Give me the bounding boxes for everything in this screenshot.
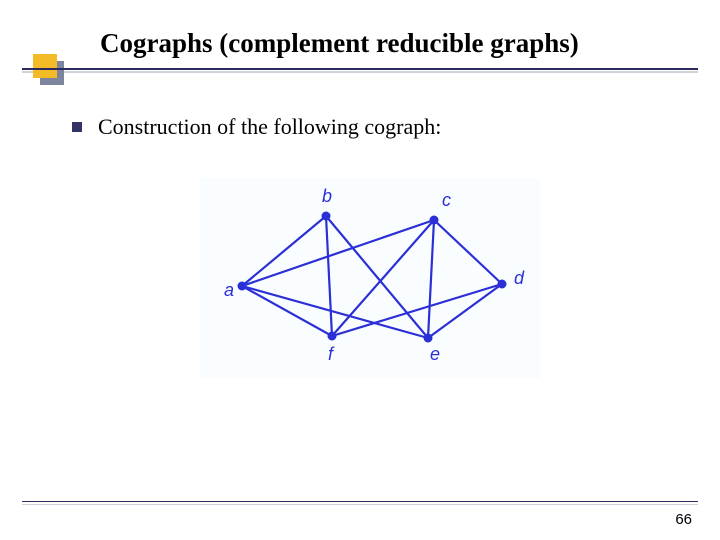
slide-title: Cographs (complement reducible graphs) [100, 28, 720, 59]
node-a [238, 282, 247, 291]
node-label-c: c [442, 190, 451, 210]
page-number: 66 [675, 511, 692, 528]
slide-title-bold: Cographs [100, 28, 213, 58]
node-label-a: a [224, 280, 234, 300]
node-label-e: e [430, 344, 440, 364]
node-b [322, 212, 331, 221]
bullet-text: Construction of the following cograph: [98, 114, 441, 140]
node-f [328, 332, 337, 341]
node-e [424, 334, 433, 343]
bullet-item: Construction of the following cograph: [72, 114, 680, 140]
header-rule-shadow [22, 71, 698, 73]
bullet-marker [72, 122, 82, 132]
footer-rule [22, 501, 698, 503]
accent-square [33, 54, 57, 78]
node-d [498, 280, 507, 289]
slide-title-rest: (complement reducible graphs) [213, 28, 579, 58]
node-label-b: b [322, 186, 332, 206]
node-label-d: d [514, 268, 525, 288]
node-c [430, 216, 439, 225]
header-rule [22, 68, 698, 70]
cograph-svg: abcdef [200, 178, 540, 378]
content-area: Construction of the following cograph: [72, 114, 680, 140]
footer-rule-shadow [22, 504, 698, 506]
cograph-figure: abcdef [200, 178, 540, 378]
